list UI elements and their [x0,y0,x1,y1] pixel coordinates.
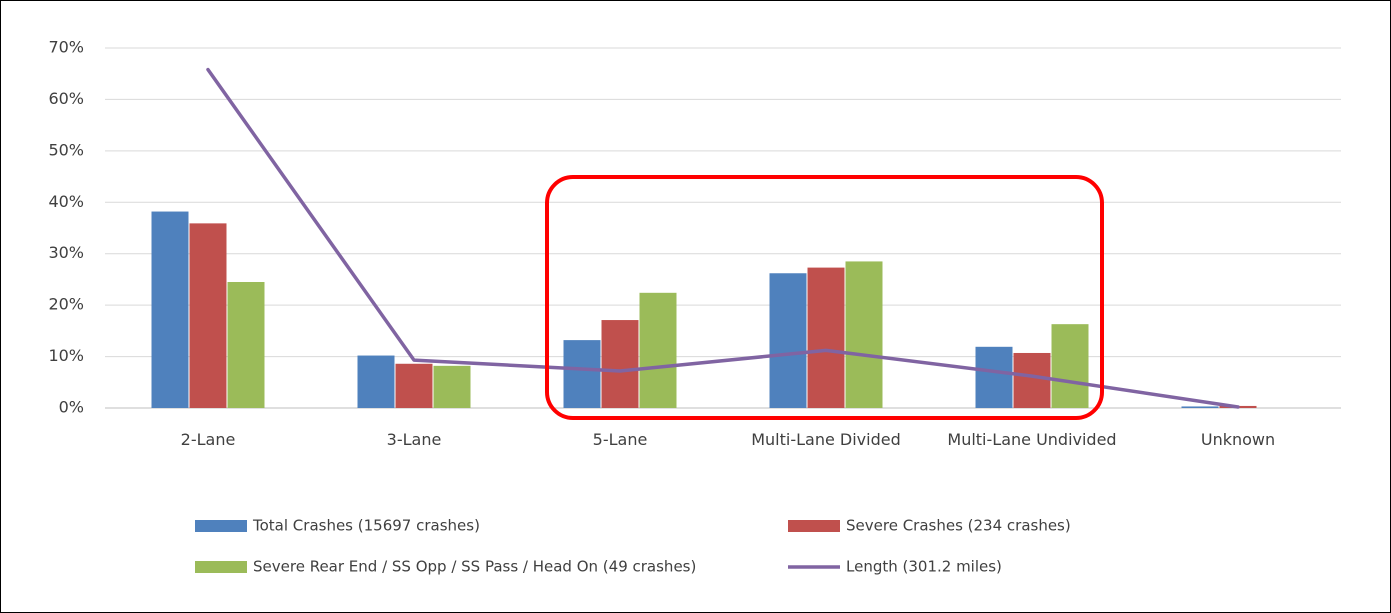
y-tick-label: 70% [48,38,84,57]
bar [769,273,807,408]
x-tick-label: Multi-Lane Undivided [947,430,1117,449]
x-tick-label: 5-Lane [592,430,648,449]
legend-swatch [195,561,247,573]
y-tick-label: 40% [48,192,84,211]
bar [395,363,433,408]
legend-label: Length (301.2 miles) [846,558,1002,576]
legend-label: Severe Rear End / SS Opp / SS Pass / Hea… [253,558,696,576]
y-tick-label: 60% [48,89,84,108]
marks [151,67,1257,409]
bar [845,261,883,408]
x-tick-label: Multi-Lane Divided [751,430,901,449]
line [206,67,1240,409]
legend-swatch [788,520,840,532]
x-tick-label: 2-Lane [180,430,236,449]
bar [1051,324,1089,408]
legend-label: Severe Crashes (234 crashes) [846,517,1071,535]
bar [807,267,845,408]
bar [357,355,395,408]
bar [601,320,639,408]
bar [975,346,1013,408]
bar [1181,406,1219,408]
y-tick-label: 20% [48,295,84,314]
legend-label: Total Crashes (15697 crashes) [252,517,480,535]
legend-swatch [195,520,247,532]
y-tick-label: 0% [59,398,84,417]
bar [227,282,265,408]
y-tick-label: 30% [48,243,84,262]
x-tick-label: 3-Lane [386,430,442,449]
bar [563,340,601,408]
bar [1013,352,1051,408]
bar [189,223,227,408]
bar [151,211,189,408]
x-tick-label: Unknown [1200,430,1276,449]
grid [105,47,1341,409]
bar [639,292,677,408]
y-tick-label: 50% [48,140,84,159]
y-tick-label: 10% [48,346,84,365]
bar [433,365,471,408]
highlight-box [545,175,1104,420]
